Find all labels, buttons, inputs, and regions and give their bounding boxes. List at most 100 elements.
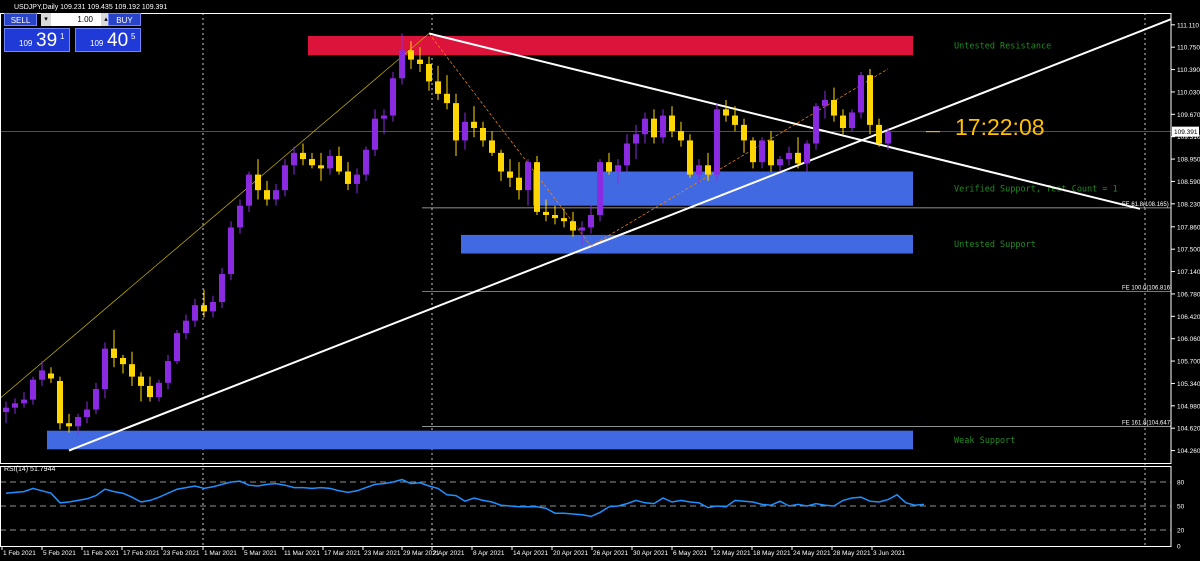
candle-body [543, 211, 549, 216]
price-tick-label: 107.860 [1177, 224, 1200, 231]
lot-size-input[interactable]: ▾ 1.00 ▴ [41, 13, 111, 26]
candle-body [48, 373, 54, 379]
candle-body [777, 159, 783, 166]
date-tick-label: 12 May 2021 [713, 550, 751, 557]
candle-body [480, 127, 486, 141]
buy-price-big: 40 [107, 30, 129, 51]
rsi-series-line [5, 478, 925, 518]
one-click-trading-panel: SELL ▾ 1.00 ▴ BUY 109 39 1 109 40 5 [4, 13, 141, 53]
price-tick-label: 107.140 [1177, 269, 1200, 276]
sell-button[interactable]: SELL [4, 13, 37, 26]
date-tick-label: 18 May 2021 [753, 550, 791, 557]
candles-layer [3, 33, 891, 435]
price-tick-label: 104.260 [1177, 448, 1200, 455]
zone-rect [308, 35, 913, 56]
date-tick-label: 14 Apr 2021 [513, 550, 548, 557]
candle-body [219, 274, 225, 303]
candle-body [885, 131, 891, 144]
date-tick-label: 2 Apr 2021 [433, 550, 465, 557]
price-tick-label: 109.310 [1177, 134, 1200, 141]
candle-body [165, 361, 171, 383]
date-tick-label: 1 Feb 2021 [3, 550, 36, 557]
candle-body [390, 78, 396, 116]
price-tick-label: 105.700 [1177, 359, 1200, 366]
rising-trendline [68, 18, 1172, 452]
date-tick-label: 11 Mar 2021 [284, 550, 320, 557]
candle-body [750, 140, 756, 163]
rsi-tick-label: 20 [1177, 528, 1185, 535]
candle-body [417, 59, 423, 64]
price-tick-label: 107.500 [1177, 247, 1200, 254]
zones-layer: Untested Resistance Verified Support, Tes… [47, 35, 1118, 450]
candle-body [435, 81, 441, 94]
date-tick-label: 17 Feb 2021 [123, 550, 160, 557]
candle-body [84, 409, 90, 418]
price-tick-label: 110.750 [1177, 45, 1200, 52]
fib-label: FE 161.8(104.647) [1122, 421, 1172, 427]
price-tick-label: 104.620 [1177, 426, 1200, 433]
candle-body [705, 165, 711, 175]
zone-rect [47, 430, 913, 450]
sell-price-big: 39 [36, 30, 58, 51]
candle-body [174, 333, 180, 362]
candle-body [345, 171, 351, 184]
price-pane-border [0, 13, 1172, 464]
date-tick-label: 3 Jun 2021 [873, 550, 906, 557]
candle-body [363, 149, 369, 175]
zone-rect [461, 234, 913, 254]
candle-body [39, 370, 45, 380]
candle-body [507, 171, 513, 178]
candle-body [489, 140, 495, 153]
candle-body [597, 162, 603, 216]
price-tick-label: 106.060 [1177, 336, 1200, 343]
trendlines-layer [0, 18, 1172, 452]
candle-body [714, 109, 720, 175]
candle-body [642, 118, 648, 135]
date-tick-label: 8 Apr 2021 [473, 550, 505, 557]
buy-price[interactable]: 109 40 5 [75, 28, 141, 52]
chevron-up-icon[interactable]: ▴ [101, 13, 111, 26]
chevron-down-icon[interactable]: ▾ [41, 13, 51, 26]
sell-price-sup: 1 [60, 32, 65, 41]
candle-body [192, 305, 198, 321]
symbol-info: USDJPY,Daily 109.231 109.435 109.192 109… [14, 4, 167, 11]
candle-body [534, 162, 540, 212]
candle-body [426, 63, 432, 82]
candle-body [795, 152, 801, 164]
buy-price-sup: 5 [131, 32, 136, 41]
countdown-timer: 17:22:08 [955, 114, 1045, 140]
fib-label: FE 61.8(108.165) [1122, 202, 1169, 208]
date-tick-label: 17 Mar 2021 [324, 550, 361, 557]
candle-body [291, 152, 297, 166]
buy-button[interactable]: BUY [108, 13, 141, 26]
rsi-tick-label: 0 [1177, 544, 1181, 551]
zone-label: Weak Support [954, 436, 1015, 446]
axes-layer: 111.110 110.750 110.390 110.030 109.670 109.3… [0, 13, 1200, 557]
fib-projection-line [0, 33, 430, 399]
candle-body [102, 348, 108, 390]
zone-label: Untested Support [954, 240, 1036, 250]
candle-body [732, 115, 738, 125]
candle-body [498, 152, 504, 172]
candle-body [237, 205, 243, 228]
candle-body [381, 115, 387, 119]
candle-body [849, 112, 855, 128]
candle-body [669, 115, 675, 132]
sell-price-prefix: 109 [19, 39, 33, 48]
candle-body [111, 348, 117, 358]
price-tick-label: 108.230 [1177, 201, 1200, 208]
candle-body [75, 417, 81, 427]
fib-levels-layer: FE 61.8(108.165) FE 100.0(106.816) FE 161.… [422, 202, 1172, 427]
candle-body [57, 380, 63, 424]
price-tick-label: 110.030 [1177, 89, 1200, 96]
candle-body [858, 75, 864, 113]
candle-body [327, 155, 333, 169]
candle-body [768, 140, 774, 166]
sell-price[interactable]: 109 39 1 [4, 28, 70, 52]
candle-body [156, 382, 162, 398]
price-tick-label: 111.110 [1177, 22, 1199, 29]
candle-body [183, 320, 189, 334]
candle-body [246, 174, 252, 206]
price-tick-label: 108.590 [1177, 179, 1200, 186]
candle-body [552, 215, 558, 219]
